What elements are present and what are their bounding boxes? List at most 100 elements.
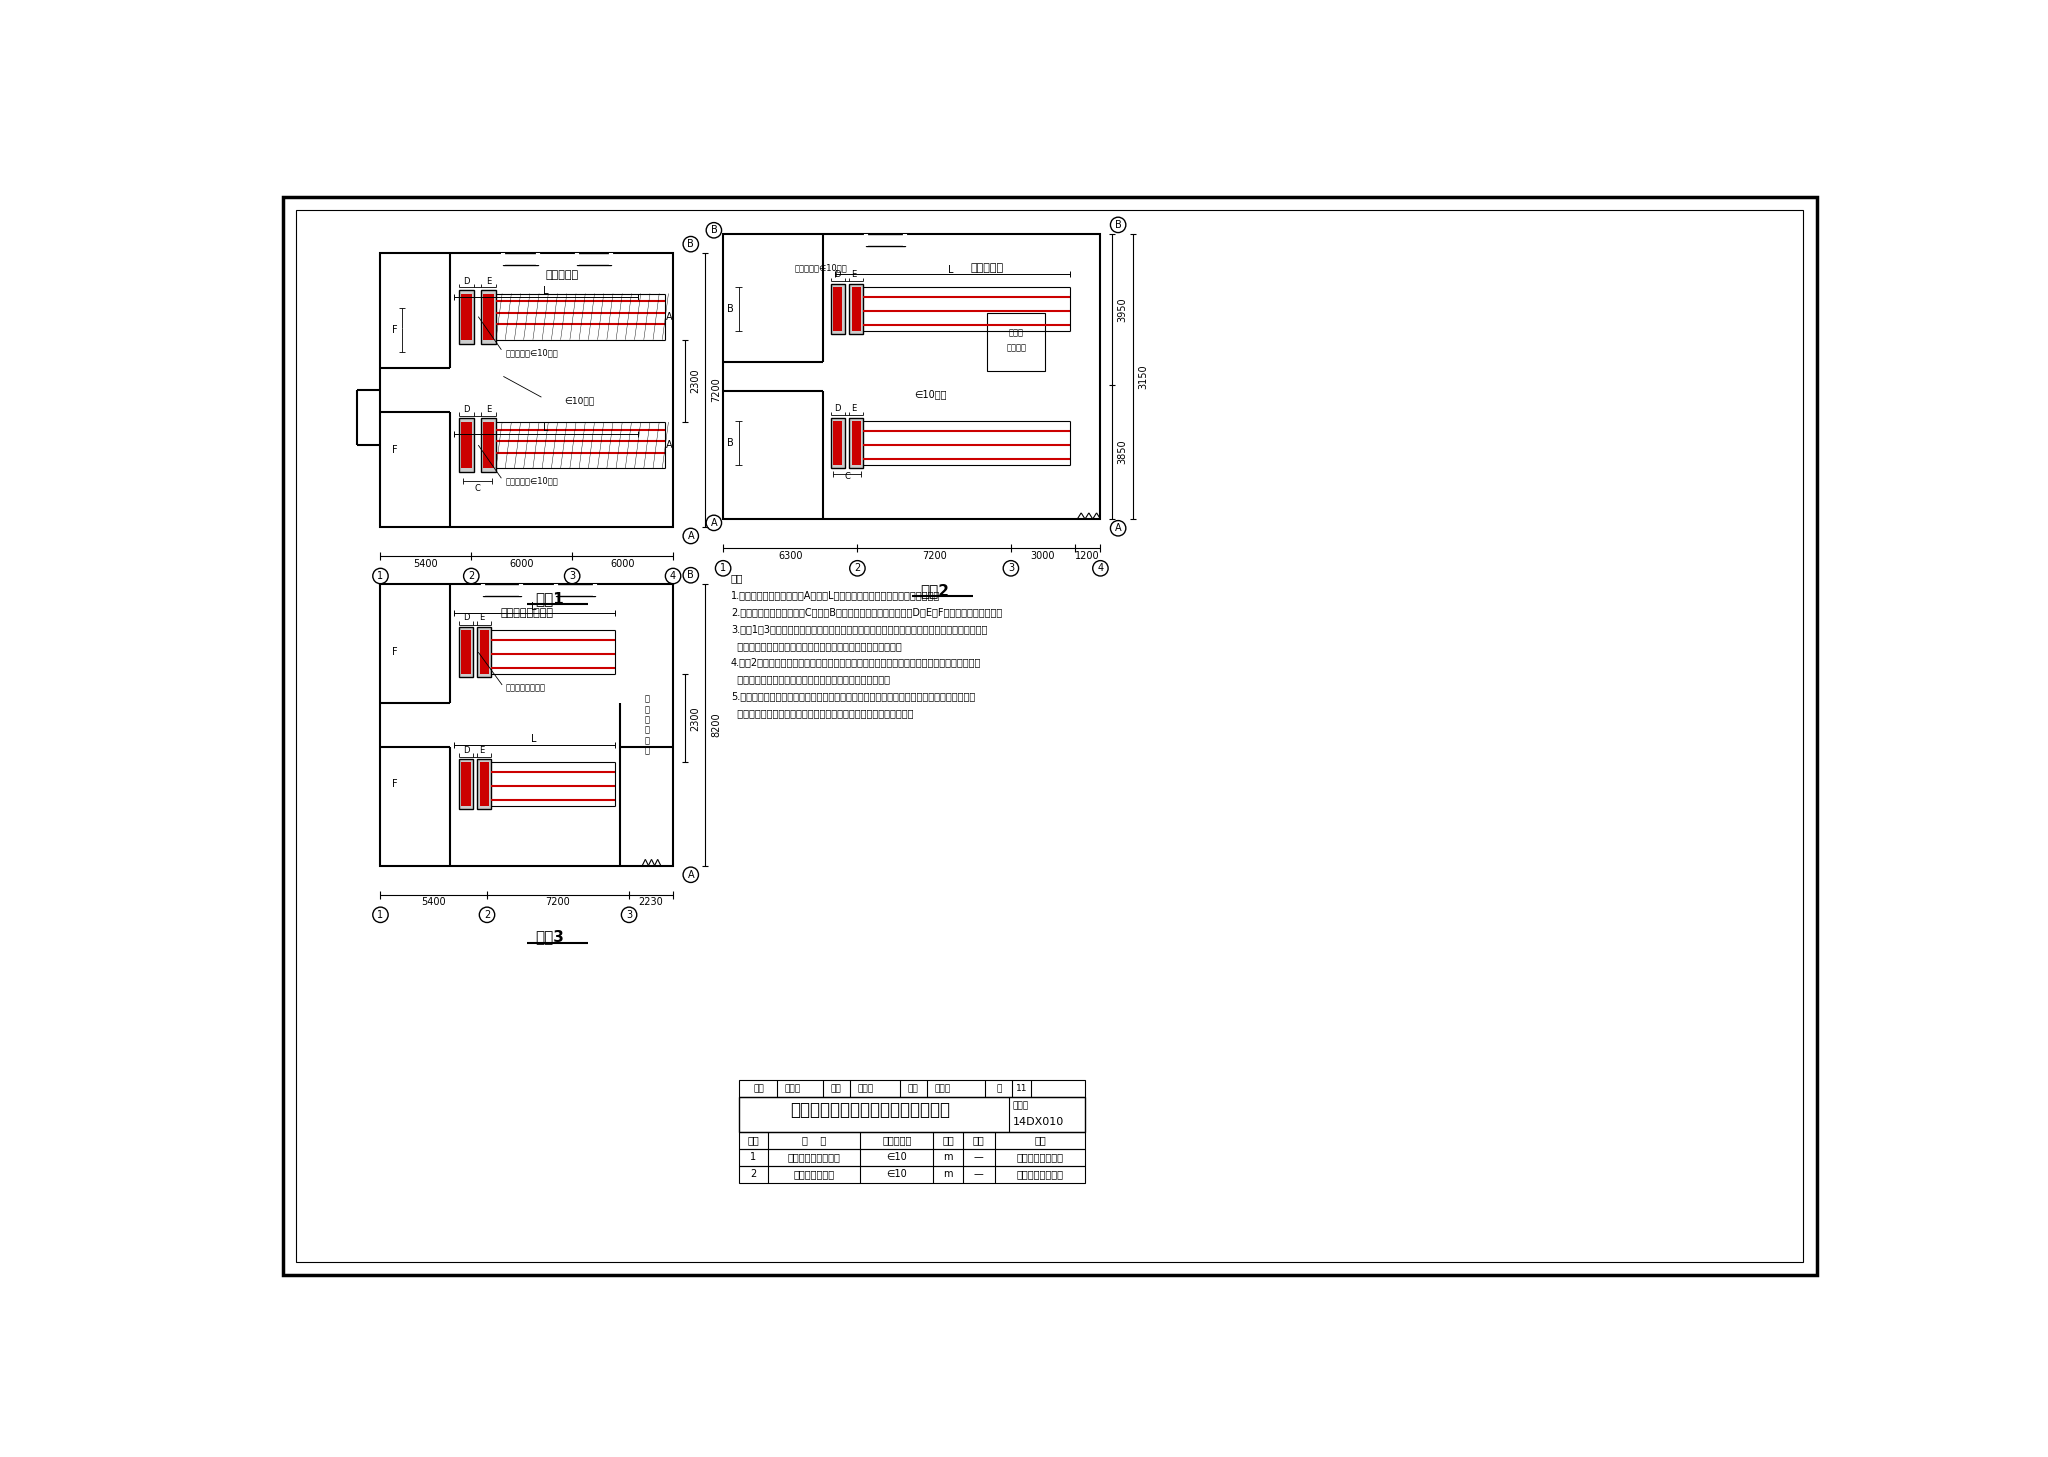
Text: L: L [530,602,537,612]
Text: 2.变压器基础预埋槽钢间距C、长度B及变压器基础下预留孔洞尺寸D、E、F由具体工程设计确定。: 2.变压器基础预埋槽钢间距C、长度B及变压器基础下预留孔洞尺寸D、E、F由具体工… [731,606,1001,616]
Text: A: A [688,530,694,541]
Text: B: B [727,437,733,447]
Text: 11: 11 [1016,1084,1028,1093]
Text: 上备带帽: 上备带帽 [1006,344,1026,353]
Text: D: D [836,404,842,412]
Text: 3950: 3950 [1118,297,1128,322]
Bar [479,631,489,675]
Bar [477,627,492,678]
Text: 7200: 7200 [711,377,721,402]
Bar [461,423,473,468]
Text: ∈10: ∈10 [887,1152,907,1163]
Text: 2: 2 [483,909,489,919]
Text: 吊装孔: 吊装孔 [1008,329,1024,338]
Text: 2: 2 [750,1170,756,1179]
Text: 单位: 单位 [942,1135,954,1145]
Circle shape [715,561,731,576]
Text: 沈文本: 沈文本 [858,1084,874,1093]
Text: 5.降压变电所应有设备运输洞口或设备运输路径要求，洞口或吊装孔尺寸应能满足最大设备运: 5.降压变电所应有设备运输洞口或设备运输路径要求，洞口或吊装孔尺寸应能满足最大设… [731,692,975,701]
Text: D: D [463,277,469,286]
Text: 3850: 3850 [1118,440,1128,465]
Text: 2230: 2230 [639,898,664,908]
Text: 7200: 7200 [545,898,571,908]
Text: 方案3: 方案3 [535,930,565,944]
Bar [461,762,471,806]
Text: 审核: 审核 [754,1084,764,1093]
Bar [483,293,494,339]
Bar [459,418,475,472]
Text: 1.低压配电柜预留孔洞宽度A、长度L及预埋槽钢长度根据具体工程设计确定。: 1.低压配电柜预留孔洞宽度A、长度L及预埋槽钢长度根据具体工程设计确定。 [731,590,940,600]
Text: 1: 1 [750,1152,756,1163]
Bar [479,762,489,806]
Text: D: D [463,405,469,414]
Text: F: F [391,325,397,335]
Text: D: D [836,270,842,280]
Text: 5400: 5400 [414,558,438,568]
Text: B: B [711,226,717,235]
Bar [866,235,905,246]
Text: 具体工程设计确定: 具体工程设计确定 [1016,1170,1063,1179]
Text: C: C [844,472,850,481]
Bar [850,418,864,468]
Bar [834,421,842,465]
Text: 4.方案2中降压变电所一般位于车站站厅层，降压变电所下部无电缆夹层，变压器高压侧进线采: 4.方案2中降压变电所一般位于车站站厅层，降压变电所下部无电缆夹层，变压器高压侧… [731,657,981,667]
Circle shape [463,568,479,584]
Text: 6000: 6000 [610,558,635,568]
Text: 2: 2 [854,564,860,573]
Text: 线采用电缆下进线方式，低压配电柜电缆出线采用下出线方式。: 线采用电缆下进线方式，低压配电柜电缆出线采用下出线方式。 [731,641,901,651]
Bar [481,418,496,472]
Text: 1200: 1200 [1075,551,1100,561]
Text: 6000: 6000 [510,558,535,568]
Circle shape [1110,217,1126,233]
Bar [504,254,539,265]
Circle shape [479,908,496,922]
Bar [461,293,473,339]
Text: 变压器基础∈10槽钢: 变压器基础∈10槽钢 [506,348,557,357]
Text: E: E [485,405,492,414]
Text: A: A [688,870,694,880]
Circle shape [684,236,698,252]
Text: A: A [666,312,672,322]
Text: 6300: 6300 [778,551,803,561]
Text: D: D [463,746,469,755]
Bar [555,584,594,596]
Text: 备注: 备注 [1034,1135,1047,1145]
Circle shape [666,568,680,584]
Text: ∈10: ∈10 [887,1170,907,1179]
Bar [987,313,1044,372]
Bar [459,290,475,344]
Text: 页: 页 [997,1084,1001,1093]
Text: 图集号: 图集号 [1012,1101,1028,1110]
Circle shape [373,568,389,584]
Text: 5400: 5400 [422,898,446,908]
Text: 设计: 设计 [907,1084,920,1093]
Text: A: A [711,517,717,527]
Bar [381,254,674,527]
Bar [578,254,610,265]
Circle shape [684,529,698,543]
Circle shape [684,568,698,583]
Text: 1: 1 [377,571,383,581]
Circle shape [1094,561,1108,576]
Text: 变压器基础∈10槽钢: 变压器基础∈10槽钢 [795,264,848,272]
Text: B: B [1114,220,1122,230]
Text: 高
低
压
配
电
柜: 高 低 压 配 电 柜 [645,695,649,756]
Bar [852,421,860,465]
Text: 名    称: 名 称 [803,1135,825,1145]
Text: m: m [944,1152,952,1163]
Circle shape [707,516,721,530]
Text: 输的需要，吊钩的最大吊装重量应能满足吊装最大重量设备的需要。: 输的需要，吊钩的最大吊装重量应能满足吊装最大重量设备的需要。 [731,708,913,718]
Text: E: E [852,404,856,412]
Text: A: A [666,440,672,450]
Bar [381,584,674,865]
Text: 3000: 3000 [1030,551,1055,561]
Text: 变压器基础∈10槽钢: 变压器基础∈10槽钢 [506,476,557,485]
Text: ∈10槽钢: ∈10槽钢 [913,389,946,399]
Text: F: F [391,779,397,790]
Text: L: L [530,734,537,745]
Text: 3150: 3150 [1139,364,1149,389]
Circle shape [684,867,698,883]
Text: 4: 4 [670,571,676,581]
Text: B: B [727,305,733,313]
Text: E: E [852,270,856,280]
